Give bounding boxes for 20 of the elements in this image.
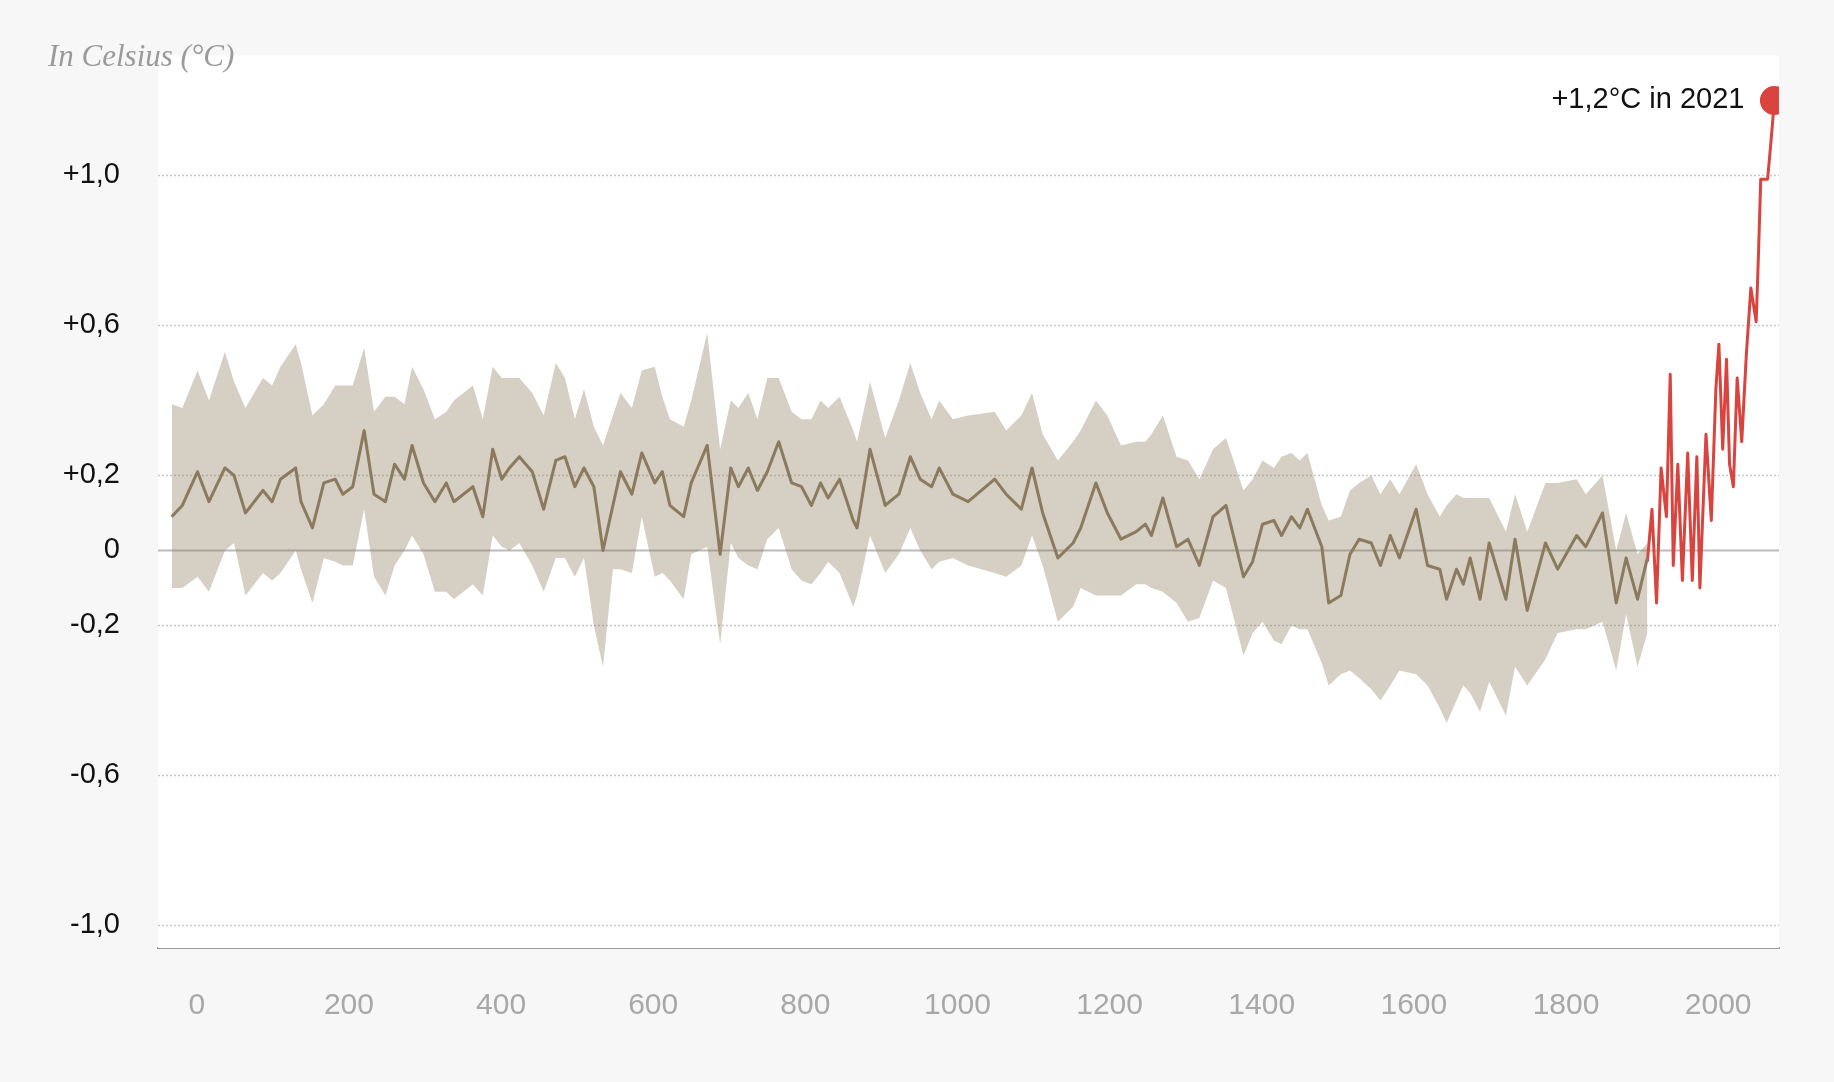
- y-tick-label: -1,0: [70, 907, 120, 940]
- y-tick-label: -0,6: [70, 757, 120, 790]
- annotation: +1,2°C in 2021: [1551, 82, 1745, 115]
- x-tick-label: 1200: [1076, 987, 1143, 1021]
- x-tick-label: 1400: [1228, 987, 1296, 1021]
- x-tick-label: 1800: [1532, 987, 1600, 1021]
- x-tick-label: 400: [476, 987, 527, 1021]
- x-tick-label: 200: [323, 987, 374, 1021]
- y-tick-label: -0,2: [70, 607, 120, 640]
- x-tick-label: 1000: [924, 987, 991, 1021]
- y-tick-label: +0,2: [62, 457, 120, 490]
- x-tick-label: 1600: [1380, 987, 1448, 1021]
- x-tick-label: 0: [188, 987, 206, 1021]
- x-tick-label: 2000: [1684, 987, 1752, 1021]
- y-axis-title: In Celsius (°C): [47, 38, 235, 74]
- y-tick-label: 0: [103, 532, 120, 565]
- y-tick-label: +0,6: [62, 307, 120, 340]
- x-tick-label: 800: [780, 987, 831, 1021]
- y-tick-label: +1,0: [62, 157, 120, 190]
- x-tick-label: 600: [628, 987, 679, 1021]
